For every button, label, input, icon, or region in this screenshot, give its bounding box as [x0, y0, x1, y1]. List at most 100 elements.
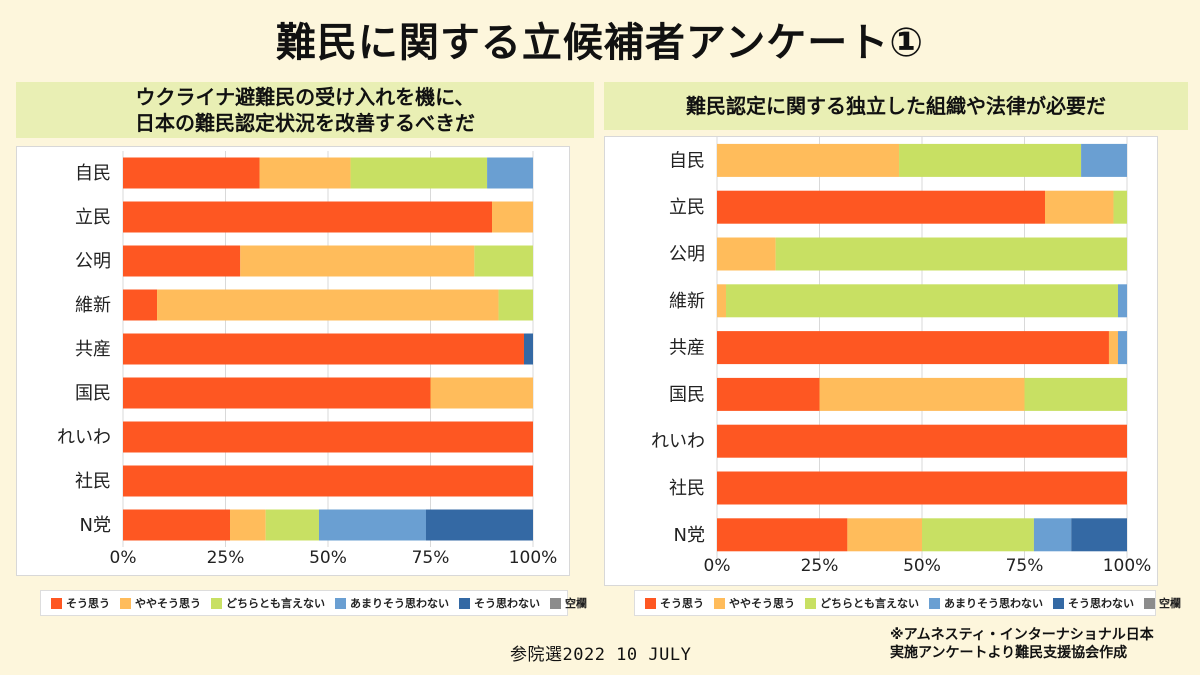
- bar-segment: [430, 377, 533, 409]
- bar-segment: [123, 421, 533, 453]
- bar-segment: [123, 289, 158, 321]
- bar-segment: [717, 284, 727, 318]
- x-tick-label: 25%: [207, 548, 245, 568]
- x-tick-label: 100%: [1103, 556, 1152, 576]
- legend-label: どちらとも言えない: [820, 597, 919, 610]
- legend-swatch: [550, 597, 561, 609]
- bar-segment: [717, 190, 1045, 224]
- bar-segment: [1108, 331, 1118, 365]
- bar-segment: [717, 143, 900, 177]
- legend-swatch: [1144, 597, 1155, 609]
- bar-segment: [123, 201, 492, 233]
- bar-segment: [318, 509, 426, 541]
- legend-label: ややそう思う: [729, 597, 795, 610]
- source-note-line2: 実施アンケートより難民支援協会作成: [890, 645, 1128, 661]
- legend-label: 空欄: [565, 597, 587, 610]
- bar-segment: [847, 518, 922, 552]
- bar-segment: [123, 509, 231, 541]
- legend-label: どちらとも言えない: [226, 597, 325, 610]
- legend-item: そう思う: [645, 595, 704, 611]
- legend-item: そう思う: [51, 595, 110, 611]
- right-chart-area: 0% 25% 50% 75% 100% 自民 立民 公明 維新 共産 国民 れいわ 社民 N党: [604, 136, 1158, 586]
- bar-segment: [123, 377, 431, 409]
- legend-label: そう思わない: [1068, 597, 1134, 610]
- category-label: 自民: [75, 163, 111, 184]
- bar-segment: [717, 518, 848, 552]
- election-date: 参院選2022 10 JULY: [510, 645, 692, 665]
- left-chart-title-line1: ウクライナ避難民の受け入れを機に、: [135, 85, 475, 109]
- category-label: れいわ: [651, 431, 705, 452]
- legend-swatch: [929, 597, 940, 609]
- bar-segment: [474, 245, 533, 277]
- legend-swatch: [120, 597, 131, 609]
- bar-segment: [1045, 190, 1114, 224]
- category-label: 共産: [75, 339, 111, 360]
- bar-segment: [726, 284, 1118, 318]
- legend-label: そう思わない: [474, 597, 540, 610]
- x-tick-label: 50%: [903, 556, 941, 576]
- legend-swatch: [335, 597, 346, 609]
- category-label: 社民: [669, 478, 705, 499]
- bar-segment: [1071, 518, 1127, 552]
- legend-label: そう思う: [660, 597, 704, 610]
- legend-item: そう思わない: [459, 595, 540, 611]
- x-tick-label: 50%: [309, 548, 347, 568]
- x-tick-label: 0%: [704, 556, 731, 576]
- right-chart-panel: 難民認定に関する独立した組織や法律が必要だ 0% 25% 50% 75% 100% 自民立…: [604, 82, 1188, 616]
- category-label: 立民: [669, 197, 705, 218]
- bar-segment: [259, 157, 351, 189]
- source-note: ※アムネスティ・インターナショナル日本 実施アンケートより難民支援協会作成: [890, 626, 1154, 662]
- category-label: 自民: [669, 150, 705, 171]
- bar-segment: [425, 509, 533, 541]
- bar-segment: [492, 201, 533, 233]
- left-chart-title-line2: 日本の難民認定状況を改善するべきだ: [135, 111, 475, 135]
- bar-segment: [123, 245, 241, 277]
- bar-segment: [350, 157, 488, 189]
- bar-segment: [717, 424, 1127, 458]
- source-note-line1: ※アムネスティ・インターナショナル日本: [890, 627, 1154, 643]
- bar-segment: [922, 518, 1034, 552]
- bar-segment: [717, 331, 1109, 365]
- bar-segment: [899, 143, 1082, 177]
- bar-segment: [717, 377, 820, 411]
- category-label: N党: [80, 515, 111, 536]
- category-label: 社民: [75, 471, 111, 492]
- bar-segment: [1024, 377, 1127, 411]
- bar-segment: [498, 289, 533, 321]
- legend-swatch: [645, 597, 656, 609]
- bar-segment: [1117, 331, 1127, 365]
- legend-item: あまりそう思わない: [929, 595, 1043, 611]
- category-label: 公明: [669, 244, 705, 265]
- x-tick-label: 0%: [110, 548, 137, 568]
- category-label: 維新: [669, 291, 705, 312]
- legend-label: ややそう思う: [135, 597, 201, 610]
- bar-segment: [1113, 190, 1127, 224]
- legend-swatch: [805, 597, 816, 609]
- category-label: 維新: [75, 295, 111, 316]
- bar-segment: [717, 237, 776, 271]
- bar-segment: [265, 509, 319, 541]
- left-chart-area: 0% 25% 50% 75% 100% 自民 立民 公明 維新 共産 国民 れいわ 社民 N党: [16, 146, 570, 576]
- legend-item: 空欄: [1144, 595, 1181, 611]
- legend-swatch: [459, 597, 470, 609]
- legend-label: 空欄: [1159, 597, 1181, 610]
- bar-segment: [819, 377, 1025, 411]
- left-chart-title: ウクライナ避難民の受け入れを機に、 日本の難民認定状況を改善するべきだ: [16, 82, 594, 138]
- page-title: 難民に関する立候補者アンケート①: [275, 20, 925, 66]
- category-label: N党: [674, 525, 705, 546]
- category-label: 国民: [75, 383, 111, 404]
- x-tick-label: 100%: [509, 548, 558, 568]
- bar-segment: [240, 245, 475, 277]
- legend-swatch: [211, 597, 222, 609]
- category-label: れいわ: [57, 427, 111, 448]
- legend-label: あまりそう思わない: [944, 597, 1043, 610]
- legend-swatch: [51, 597, 62, 609]
- legend-label: あまりそう思わない: [350, 597, 449, 610]
- left-chart-panel: ウクライナ避難民の受け入れを機に、 日本の難民認定状況を改善するべきだ 0% 25…: [16, 82, 594, 616]
- bar-segment: [1081, 143, 1127, 177]
- bar-segment: [230, 509, 266, 541]
- bar-segment: [1117, 284, 1127, 318]
- category-label: 立民: [75, 207, 111, 228]
